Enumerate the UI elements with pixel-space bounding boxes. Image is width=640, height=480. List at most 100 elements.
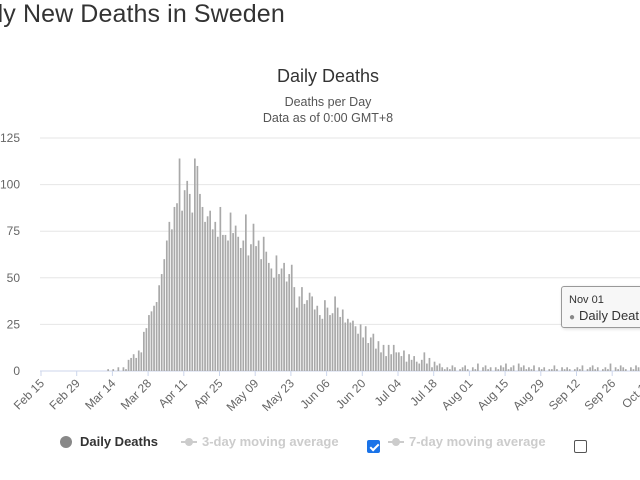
- x-tick-label: May 09: [224, 376, 262, 414]
- bar: [380, 352, 382, 371]
- bar: [143, 331, 145, 371]
- bar: [194, 158, 196, 371]
- bar: [306, 300, 308, 371]
- bar: [117, 367, 120, 371]
- bar: [632, 369, 635, 371]
- bar: [520, 367, 523, 371]
- bar: [466, 369, 469, 371]
- legend-item-3day-average[interactable]: 3-day moving average: [181, 434, 339, 449]
- bar: [214, 221, 217, 371]
- x-tick-label: Aug 01: [439, 376, 476, 413]
- bar: [591, 365, 594, 371]
- bar: [459, 369, 461, 371]
- bar: [364, 326, 367, 371]
- bar: [168, 221, 171, 371]
- bar: [347, 318, 349, 371]
- bar: [609, 363, 612, 371]
- bar: [285, 281, 288, 371]
- bar: [441, 367, 444, 371]
- legend-line-icon: [181, 437, 197, 447]
- bar: [500, 365, 502, 371]
- bar: [446, 367, 449, 371]
- bar: [204, 221, 206, 371]
- bar: [135, 357, 138, 371]
- x-tick-label: Jul 18: [407, 376, 440, 409]
- bar: [257, 240, 260, 371]
- bar: [507, 369, 510, 371]
- bar: [148, 315, 150, 371]
- bar: [635, 365, 637, 371]
- legend-dot-icon: [60, 435, 72, 448]
- bar: [566, 367, 568, 371]
- legend-label-3day-average: 3-day moving average: [202, 434, 339, 449]
- bar: [431, 367, 433, 371]
- bar: [260, 259, 262, 371]
- bar: [596, 367, 599, 371]
- bar: [153, 305, 155, 371]
- x-tick-label: Apr 11: [156, 376, 191, 411]
- bar: [122, 367, 125, 371]
- bar: [199, 193, 201, 371]
- tooltip-series-label: Daily Deat: [579, 308, 640, 323]
- y-tick-label: 125: [0, 131, 20, 145]
- bar: [561, 367, 563, 371]
- bar: [568, 369, 571, 371]
- bar: [573, 369, 576, 371]
- bar: [160, 274, 163, 371]
- bar: [387, 344, 390, 371]
- bar: [158, 285, 160, 371]
- bar: [464, 365, 466, 371]
- x-tick-label: Apr 25: [191, 376, 226, 411]
- bar: [540, 369, 543, 371]
- x-tick-label: Oct 10: [619, 376, 640, 411]
- bar: [132, 354, 135, 371]
- bar: [602, 369, 604, 371]
- bar: [255, 246, 257, 371]
- bar: [278, 274, 280, 371]
- bar: [308, 292, 311, 371]
- bar: [413, 356, 415, 371]
- bar: [176, 203, 178, 371]
- bar: [586, 369, 589, 371]
- bar: [178, 158, 181, 371]
- checkbox-7day-average[interactable]: [574, 440, 587, 453]
- bar: [410, 359, 413, 371]
- bar: [617, 369, 619, 371]
- bar: [329, 315, 331, 371]
- bar: [624, 369, 627, 371]
- bar: [367, 343, 370, 371]
- bar: [188, 193, 191, 371]
- legend-label-7day-average: 7-day moving average: [409, 434, 546, 449]
- x-tick-label: Sep 12: [546, 376, 583, 413]
- bar: [614, 367, 617, 371]
- legend-item-7day-average[interactable]: 7-day moving average: [388, 434, 546, 449]
- bar: [227, 240, 229, 371]
- bar: [242, 240, 245, 371]
- bar: [528, 367, 530, 371]
- bar: [196, 165, 199, 371]
- x-tick-label: Jun 20: [333, 376, 369, 412]
- tooltip-date: Nov 01: [569, 294, 604, 306]
- chart-title: Daily Deaths: [276, 66, 380, 86]
- x-tick-label: Mar 28: [118, 376, 155, 413]
- bar: [245, 214, 247, 371]
- bar: [201, 206, 204, 371]
- bar: [449, 369, 451, 371]
- bar: [454, 367, 456, 371]
- x-tick-label: Feb 29: [47, 376, 84, 413]
- bar: [489, 367, 492, 371]
- bar: [273, 277, 275, 371]
- bar: [451, 365, 454, 371]
- legend-item-daily-deaths[interactable]: Daily Deaths: [60, 434, 158, 449]
- bar: [415, 361, 418, 371]
- bar: [400, 356, 403, 371]
- bar: [398, 352, 400, 371]
- bar: [275, 255, 278, 371]
- bar: [313, 309, 316, 371]
- bar: [630, 367, 632, 371]
- bar: [140, 352, 143, 371]
- bar: [362, 337, 364, 371]
- checkbox-3day-average[interactable]: [367, 440, 380, 453]
- bar: [423, 352, 426, 371]
- bar: [420, 359, 423, 371]
